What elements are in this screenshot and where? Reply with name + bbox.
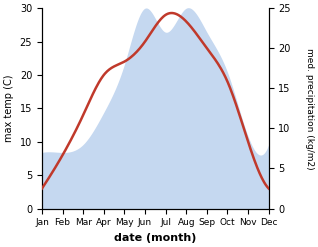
X-axis label: date (month): date (month): [114, 233, 197, 243]
Y-axis label: max temp (C): max temp (C): [4, 75, 14, 142]
Y-axis label: med. precipitation (kg/m2): med. precipitation (kg/m2): [305, 48, 314, 169]
